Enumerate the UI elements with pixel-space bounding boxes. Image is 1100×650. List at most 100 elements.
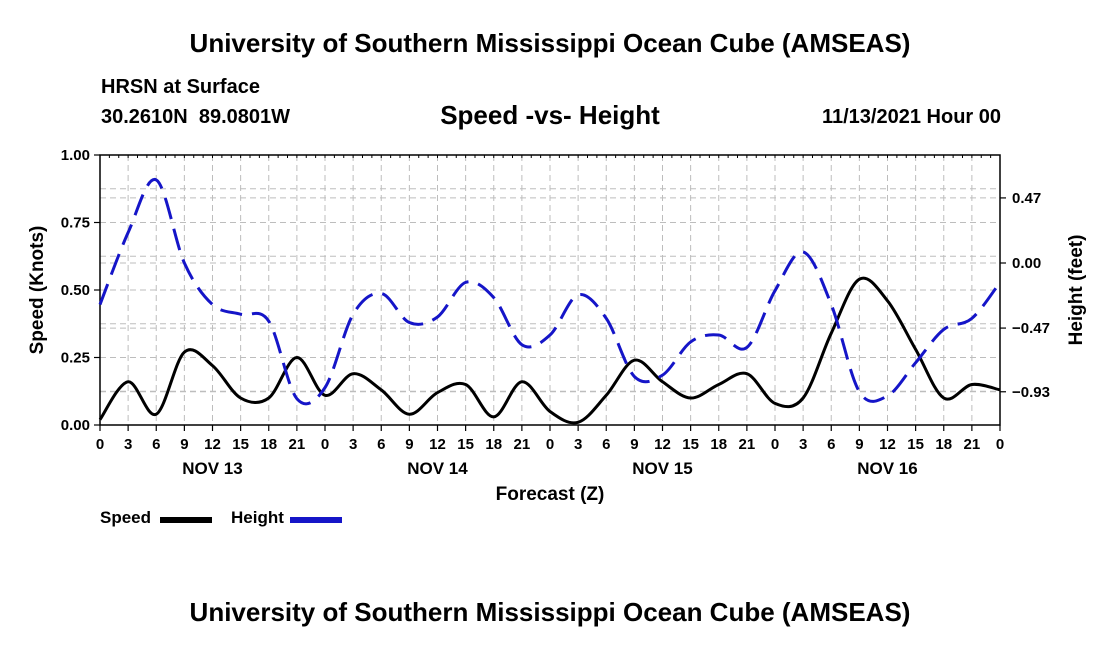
data-point-speed [154,412,158,416]
x-tick-label: 15 [457,436,474,453]
data-point-height [126,231,130,235]
y-right-tick-label: −0.47 [1012,320,1050,337]
data-point-speed [801,396,805,400]
data-point-height [998,280,1002,284]
x-tick-label: 0 [996,436,1004,453]
chart-subtitle: Speed -vs- Height [440,100,660,130]
coordinates-label: 30.2610N 89.0801W [101,106,291,128]
day-label: NOV 13 [182,459,242,478]
data-point-speed [98,418,102,422]
data-point-height [154,178,158,182]
data-point-speed [970,383,974,387]
x-axis-title: Forecast (Z) [496,484,605,505]
data-point-speed [211,364,215,368]
day-label: NOV 15 [632,459,692,478]
x-tick-label: 15 [907,436,924,453]
legend-speed-label: Speed [100,508,152,527]
data-point-height [492,296,496,300]
x-tick-label: 21 [964,436,981,453]
data-point-height [773,289,777,293]
data-point-speed [661,380,665,384]
x-tick-label: 3 [799,436,807,453]
x-tick-label: 9 [855,436,863,453]
data-point-speed [492,415,496,419]
y-right-axis-title: Height (feet) [1066,235,1087,346]
data-point-height [632,375,636,379]
data-point-height [295,397,299,401]
data-point-speed [267,396,271,400]
y-left-tick-label: 0.00 [61,417,90,434]
day-label: NOV 14 [407,459,468,478]
x-tick-label: 6 [827,436,835,453]
y-left-tick-label: 0.50 [61,282,90,299]
chart-title: University of Southern Mississippi Ocean… [189,28,911,58]
data-point-speed [436,391,440,395]
data-point-speed [126,380,130,384]
legend-speed-swatch [160,517,212,523]
data-point-speed [520,380,524,384]
data-point-speed [942,396,946,400]
data-point-speed [548,410,552,414]
data-point-speed [998,388,1002,392]
data-point-height [717,333,721,337]
legend-height-swatch [290,517,342,523]
data-point-speed [773,401,777,405]
footer-title: University of Southern Mississippi Ocean… [189,597,911,627]
x-tick-label: 18 [485,436,502,453]
data-point-height [914,361,918,365]
data-point-height [942,327,946,331]
y-right-tick-label: 0.00 [1012,255,1041,272]
data-point-height [436,315,440,319]
x-tick-label: 9 [630,436,638,453]
data-point-height [857,390,861,394]
forecast-datetime: 11/13/2021 Hour 00 [821,106,1001,128]
data-point-height [407,321,411,325]
y-left-tick-label: 1.00 [61,147,90,164]
data-point-height [970,316,974,320]
x-tick-label: 12 [879,436,896,453]
x-tick-label: 12 [654,436,671,453]
data-point-speed [604,393,608,397]
x-tick-label: 3 [124,436,132,453]
y-right-tick-label: −0.93 [1012,384,1050,401]
x-tick-label: 0 [321,436,329,453]
data-point-height [661,373,665,377]
data-point-speed [632,358,636,362]
x-tick-label: 9 [405,436,413,453]
data-point-speed [323,393,327,397]
x-tick-label: 6 [602,436,610,453]
data-point-height [689,340,693,344]
x-tick-label: 21 [514,436,531,453]
data-point-speed [886,299,890,303]
x-tick-label: 6 [377,436,385,453]
data-point-height [829,303,833,307]
data-point-height [379,291,383,295]
data-point-speed [182,350,186,354]
data-point-speed [689,396,693,400]
data-point-height [886,394,890,398]
x-tick-label: 0 [771,436,779,453]
data-point-height [464,280,468,284]
x-tick-label: 0 [96,436,104,453]
x-tick-label: 0 [546,436,554,453]
y-right-tick-label: 0.47 [1012,190,1041,207]
data-point-speed [576,420,580,424]
y-left-tick-label: 0.75 [61,215,90,232]
data-point-speed [717,383,721,387]
data-point-speed [829,331,833,335]
data-point-height [520,343,524,347]
data-point-speed [464,383,468,387]
data-point-height [576,293,580,297]
x-tick-label: 12 [429,436,446,453]
data-point-speed [239,396,243,400]
data-point-height [351,312,355,316]
data-point-height [745,345,749,349]
data-point-height [801,250,805,254]
x-tick-label: 18 [260,436,277,453]
x-tick-label: 3 [349,436,357,453]
data-point-height [182,261,186,265]
data-point-speed [857,277,861,281]
y-left-axis-title: Speed (Knots) [27,226,48,355]
x-tick-label: 18 [710,436,727,453]
